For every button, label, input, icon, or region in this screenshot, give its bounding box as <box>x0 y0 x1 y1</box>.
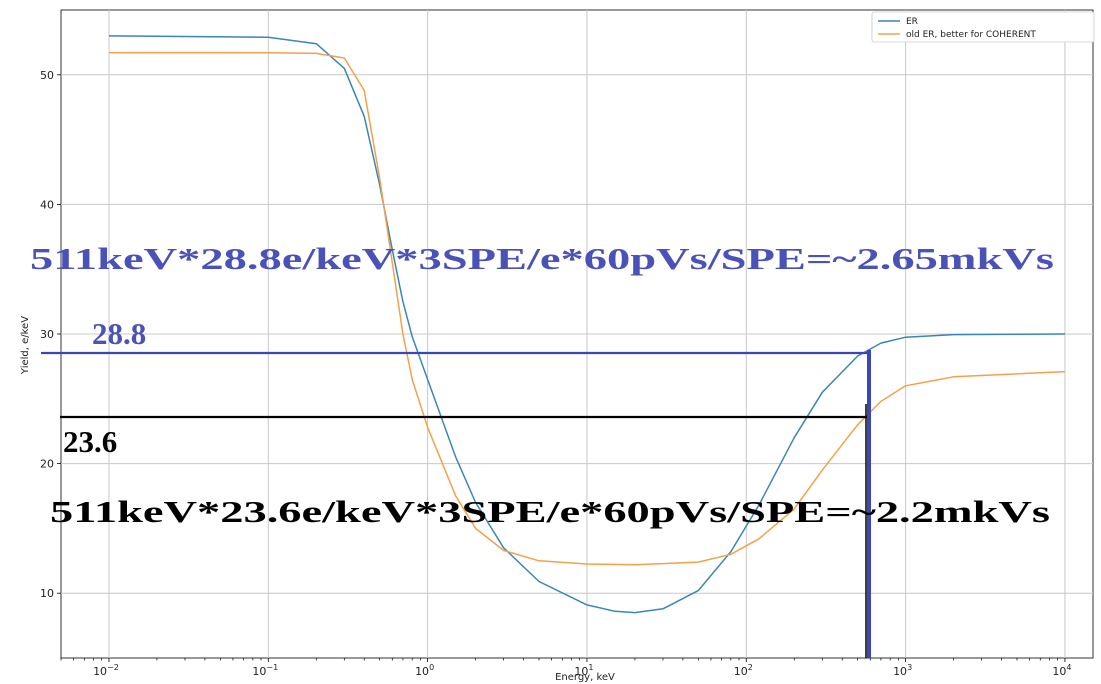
x-tick-label: 100 <box>415 663 434 678</box>
legend: ER old ER, better for COHERENT <box>871 11 1095 43</box>
legend-box <box>871 11 1095 43</box>
x-tick-label: 104 <box>1052 663 1071 678</box>
y-tick-label: 50 <box>40 69 54 82</box>
value-label-23-6: 23.6 <box>63 424 117 459</box>
y-axis-label: Yield, e/keV <box>20 316 31 375</box>
y-tick-label: 30 <box>40 328 54 341</box>
annotations: 511keV*28.8e/keV*3SPE/e*60pVs/SPE=~2.65m… <box>30 241 1054 658</box>
series-lines <box>108 35 1065 614</box>
y-tick-label: 40 <box>40 198 54 211</box>
x-tick-label: 103 <box>893 663 912 678</box>
value-label-28-8: 28.8 <box>92 316 146 351</box>
formula-blue: 511keV*28.8e/keV*3SPE/e*60pVs/SPE=~2.65m… <box>30 241 1054 276</box>
x-tick-label: 10−1 <box>252 663 278 678</box>
y-tick-label: 10 <box>40 587 54 600</box>
formula-black: 511keV*23.6e/keV*3SPE/e*60pVs/SPE=~2.2mk… <box>50 494 1050 529</box>
y-tick-label: 20 <box>40 458 54 471</box>
grid-lines <box>61 10 1093 658</box>
series-line-0 <box>108 35 1065 614</box>
legend-label-old-er: old ER, better for COHERENT <box>906 30 1036 40</box>
x-tick-label: 102 <box>734 663 753 678</box>
y-axis-ticks: 10 20 30 40 50 <box>40 69 61 600</box>
series-line-1 <box>109 52 1065 566</box>
legend-label-er: ER <box>906 17 918 27</box>
x-axis-label: Energy, keV <box>555 672 615 683</box>
x-tick-label: 10−2 <box>93 663 119 678</box>
